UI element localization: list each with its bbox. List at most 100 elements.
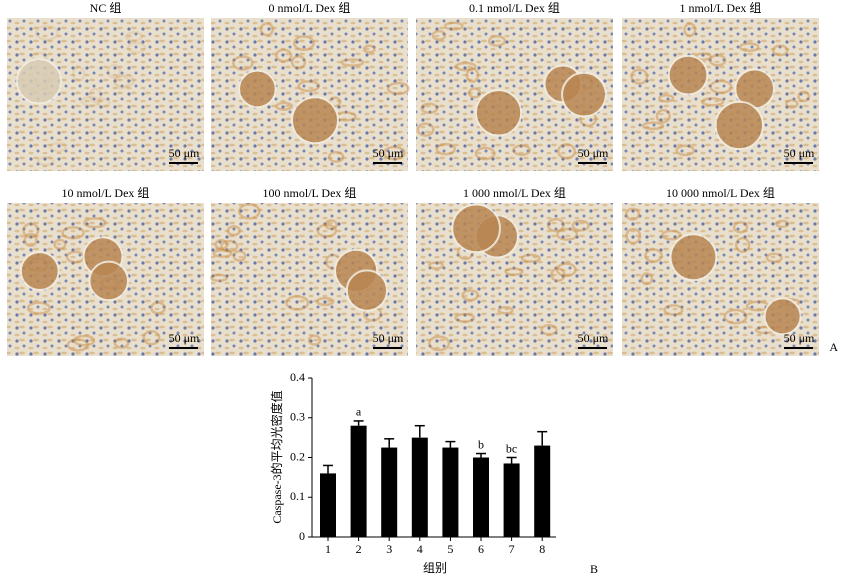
tubule: [663, 304, 684, 316]
tubule: [232, 250, 247, 262]
tubule: [465, 67, 480, 84]
bar: [320, 473, 336, 537]
tubule: [683, 22, 697, 37]
tubule: [640, 272, 654, 286]
tubule: [275, 48, 293, 63]
panel-title: 100 nmol/L Dex 组: [263, 186, 357, 200]
tubule: [53, 238, 67, 251]
tubule: [785, 98, 799, 109]
glomerulus: [474, 89, 523, 137]
bar: [534, 445, 551, 537]
tubule: [232, 55, 254, 71]
tubule: [96, 97, 111, 109]
tubule: [362, 44, 376, 54]
tubule: [630, 68, 649, 85]
micrograph: [210, 203, 408, 356]
panel-label: A: [829, 340, 838, 354]
tubule: [571, 219, 590, 232]
tubule: [124, 31, 144, 42]
tubule: [292, 35, 315, 51]
tubule: [36, 155, 55, 167]
tubule: [420, 102, 439, 115]
tubule: [435, 142, 456, 156]
tubule: [497, 305, 514, 315]
y-tick-label: 0.1: [290, 489, 305, 503]
tubule: [520, 253, 541, 263]
x-tick-label: 6: [478, 542, 484, 556]
glomerulus: [451, 203, 501, 254]
tubule: [675, 144, 696, 157]
tubule: [625, 227, 642, 245]
tubule: [550, 267, 566, 283]
micrograph: [416, 203, 613, 356]
bar: [442, 447, 459, 537]
panel-title: 1 nmol/L Dex 组: [680, 1, 762, 15]
tubule: [316, 223, 338, 238]
scale-label: 50 μm: [578, 331, 609, 345]
tubule: [150, 301, 166, 315]
bar: [350, 425, 367, 537]
x-tick-label: 7: [509, 542, 515, 556]
tubule: [327, 150, 345, 163]
y-tick-label: 0.4: [290, 370, 305, 384]
tissue: [622, 18, 819, 171]
tubule: [259, 22, 275, 37]
micrograph: [211, 18, 410, 171]
glomerulus: [290, 96, 340, 145]
panel-title: NC 组: [90, 1, 122, 15]
tubule: [546, 217, 565, 233]
tubule: [382, 145, 406, 161]
tubule: [738, 42, 760, 53]
panel-title: 1 000 nmol/L Dex 组: [463, 186, 566, 200]
x-tick-label: 2: [356, 542, 362, 556]
tubule: [315, 296, 335, 307]
tubule: [80, 96, 102, 107]
x-tick-label: 1: [325, 542, 331, 556]
glomerulus: [763, 297, 802, 336]
glomerulus: [238, 69, 277, 109]
micrograph: [7, 18, 204, 171]
tubule: [732, 221, 749, 234]
tubule: [540, 324, 558, 336]
panel-label: B: [590, 562, 598, 576]
tubule: [226, 225, 241, 237]
tubule: [307, 334, 322, 346]
scale-label: 50 μm: [784, 331, 815, 345]
panel-title: 0 nmol/L Dex 组: [269, 1, 351, 15]
scale-label: 50 μm: [784, 146, 815, 160]
tubule: [797, 90, 811, 103]
tubule: [237, 203, 261, 220]
tubule: [61, 226, 85, 240]
x-tick-label: 3: [386, 542, 392, 556]
tubule: [454, 312, 476, 323]
scale-label: 50 μm: [373, 146, 404, 160]
micrograph: [622, 18, 819, 171]
tubule: [765, 252, 783, 263]
glomerulus: [561, 71, 607, 118]
scale-label: 50 μm: [169, 331, 200, 345]
tubule: [416, 122, 435, 137]
bar: [381, 447, 398, 537]
tubule: [23, 232, 38, 247]
tubule: [220, 239, 239, 253]
tubule: [709, 54, 727, 67]
tubule: [624, 207, 641, 221]
tubule: [461, 289, 480, 302]
x-tick-label: 4: [417, 542, 423, 556]
tubule: [66, 338, 89, 352]
bar-label: a: [356, 405, 362, 419]
y-tick-label: 0: [299, 529, 305, 543]
panel-title: 10 nmol/L Dex 组: [62, 186, 150, 200]
tubule: [428, 335, 451, 352]
tubule: [275, 101, 294, 111]
tubule: [723, 308, 748, 325]
tubule: [386, 81, 410, 96]
tubule: [641, 121, 665, 131]
x-axis-label: 组别: [423, 561, 447, 575]
panel-title: 0.1 nmol/L Dex 组: [469, 1, 560, 15]
bar: [473, 457, 489, 537]
tubule: [324, 219, 338, 231]
tubule: [735, 236, 751, 254]
scale-label: 50 μm: [373, 331, 404, 345]
